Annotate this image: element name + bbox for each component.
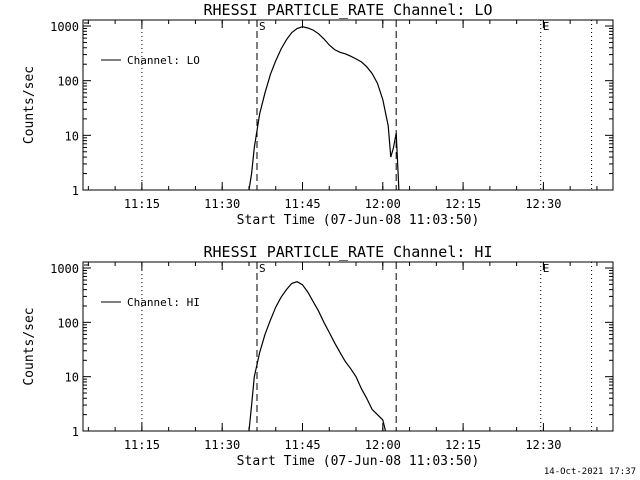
y-tick-label: 1 bbox=[72, 425, 79, 439]
y-tick-label: 1000 bbox=[50, 262, 79, 276]
x-tick-label: 12:30 bbox=[525, 438, 561, 452]
x-tick-label: 12:15 bbox=[445, 197, 481, 211]
plot-frame bbox=[82, 261, 614, 432]
chart-panel-2: RHESSI PARTICLE_RATE Channel: HIS E 11:15 1… bbox=[22, 243, 614, 469]
chart-title: RHESSI PARTICLE_RATE Channel: LO bbox=[204, 1, 493, 19]
marker-label-s: S bbox=[259, 262, 266, 275]
x-tick-label: 12:30 bbox=[525, 197, 561, 211]
x-axis-label: Start Time (07-Jun-08 11:03:50) bbox=[237, 454, 480, 469]
x-tick-label: 11:45 bbox=[284, 438, 320, 452]
y-axis-label: Counts/sec bbox=[22, 307, 37, 385]
x-tick-label: 11:30 bbox=[204, 438, 240, 452]
footer-timestamp: 14-Oct-2021 17:37 bbox=[544, 467, 636, 477]
x-tick-label: 11:15 bbox=[124, 438, 160, 452]
marker-label-e: E bbox=[543, 262, 550, 275]
legend-entry: Channel: HI bbox=[127, 296, 200, 309]
x-tick-label: 11:45 bbox=[284, 197, 320, 211]
x-tick-label: 12:00 bbox=[365, 438, 401, 452]
y-tick-label: 1000 bbox=[50, 20, 79, 34]
x-tick-label: 11:30 bbox=[204, 197, 240, 211]
y-tick-label: 10 bbox=[65, 371, 79, 385]
y-tick-label: 10 bbox=[65, 129, 79, 143]
y-tick-label: 100 bbox=[57, 316, 79, 330]
x-tick-label: 12:15 bbox=[445, 438, 481, 452]
x-tick-label: 11:15 bbox=[124, 197, 160, 211]
x-tick-label: 12:00 bbox=[365, 197, 401, 211]
y-axis-label: Counts/sec bbox=[22, 66, 37, 144]
chart-panel-1: RHESSI PARTICLE_RATE Channel: LOS E 11:15 1… bbox=[22, 1, 614, 228]
plot-frame bbox=[82, 19, 614, 191]
y-tick-label: 1 bbox=[72, 184, 79, 198]
x-axis-label: Start Time (07-Jun-08 11:03:50) bbox=[237, 213, 480, 228]
chart-title: RHESSI PARTICLE_RATE Channel: HI bbox=[204, 243, 493, 261]
series-line-channel-hi bbox=[248, 281, 387, 432]
marker-label-s: S bbox=[259, 20, 266, 33]
y-tick-label: 100 bbox=[57, 75, 79, 89]
series-line-channel-lo bbox=[248, 26, 400, 191]
marker-label-e: E bbox=[543, 20, 550, 33]
legend-entry: Channel: LO bbox=[127, 54, 200, 67]
